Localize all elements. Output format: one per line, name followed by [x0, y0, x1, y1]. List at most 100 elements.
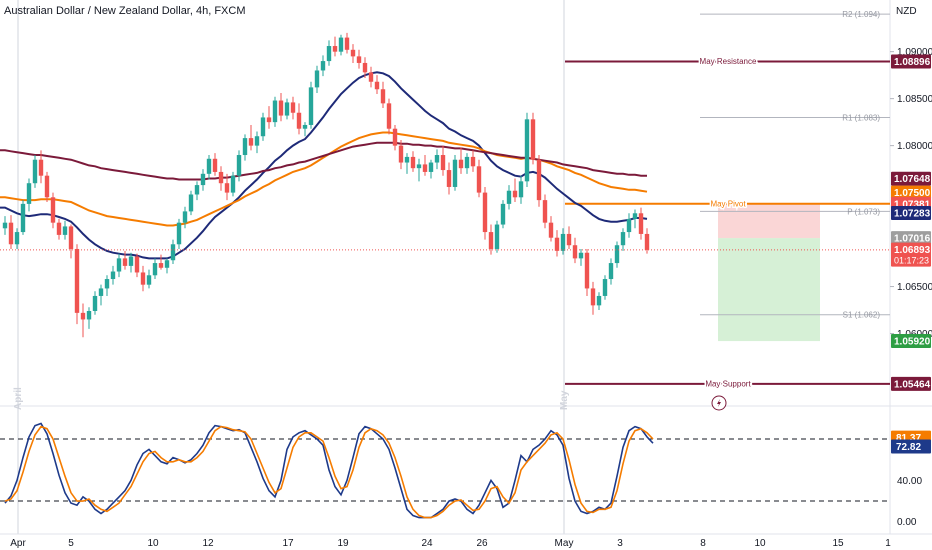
candle-body: [254, 136, 260, 146]
candle-body: [302, 124, 308, 129]
candle-body: [170, 244, 176, 261]
candle-body: [74, 248, 80, 313]
candle-body: [182, 211, 188, 223]
candle-body: [452, 159, 458, 187]
time-axis-label: 15: [832, 538, 844, 549]
candle-body: [140, 272, 146, 285]
candle-body: [590, 288, 596, 306]
level-label: R1 (1.083): [842, 113, 880, 122]
take-profit-zone[interactable]: [718, 238, 820, 342]
candle-body: [38, 159, 44, 176]
candle-body: [320, 61, 326, 71]
candle-body: [608, 263, 614, 280]
time-axis-label: 26: [476, 538, 488, 549]
candle-body: [14, 232, 20, 245]
candle-body: [614, 245, 620, 264]
candle-body: [488, 232, 494, 249]
price-pill-text: 1.05920: [894, 337, 931, 348]
candle-body: [278, 100, 284, 116]
candle-body: [404, 156, 410, 163]
time-axis-label: 19: [337, 538, 349, 549]
level-label: S1 (1.062): [843, 311, 881, 320]
candle-body: [458, 159, 464, 169]
candle-body: [224, 183, 230, 193]
time-axis-label: 17: [282, 538, 294, 549]
alert-icon[interactable]: [711, 395, 727, 411]
time-axis-label: 24: [421, 538, 433, 549]
candle-body: [392, 128, 398, 146]
candle-body: [164, 260, 170, 268]
candle-body: [596, 295, 602, 306]
oscillator-axis-label: 0.00: [897, 517, 917, 528]
time-axis-label: 10: [754, 538, 766, 549]
candle-body: [482, 192, 488, 233]
price-pill: [891, 205, 931, 220]
stochastic-line: [4, 425, 654, 519]
candle-body: [8, 222, 14, 245]
candle-body: [380, 89, 386, 104]
candle-body: [284, 102, 290, 116]
candle-body: [632, 213, 638, 219]
candle-body: [290, 102, 296, 113]
oscillator-axis-label: 40.00: [897, 476, 922, 487]
candle-body: [200, 173, 206, 186]
chart-title: Australian Dollar / New Zealand Dollar, …: [4, 5, 245, 17]
candle-body: [476, 166, 482, 193]
candle-body: [542, 200, 548, 223]
price-pill: [891, 231, 931, 246]
candle-body: [506, 190, 512, 204]
candle-body: [44, 175, 50, 198]
candle-body: [98, 288, 104, 296]
candle-body: [242, 138, 248, 156]
candle-body: [338, 37, 344, 52]
candle-body: [584, 252, 590, 289]
candle-body: [494, 224, 500, 249]
candle-body: [86, 310, 92, 320]
time-axis-label: 1: [885, 538, 891, 549]
candle-body: [470, 156, 476, 167]
candle-body: [92, 295, 98, 311]
candle-body: [110, 271, 116, 280]
level-label: May Support: [705, 379, 751, 388]
level-label: R2 (1.094): [842, 10, 880, 19]
price-axis-label: 1.06500: [897, 282, 932, 293]
candle-body: [422, 164, 428, 172]
candle-body: [158, 263, 164, 268]
session-label-may: May: [559, 390, 570, 410]
time-axis-label: Apr: [10, 538, 26, 549]
time-axis-label: May: [555, 538, 574, 549]
candle-body: [446, 170, 452, 187]
candle-body: [368, 72, 374, 82]
candle-body: [230, 175, 236, 193]
price-pill: [891, 242, 931, 267]
candle-body: [236, 155, 242, 176]
candle-body: [152, 263, 158, 276]
price-pill-text: 1.07648: [894, 174, 931, 185]
candle-body: [68, 226, 74, 249]
candle-body: [536, 159, 542, 201]
candle-body: [500, 203, 506, 225]
time-axis[interactable]: Apr 5 10 12 17 19 24 26 May 3 8 10 15 1: [0, 533, 932, 549]
candle-body: [308, 87, 314, 125]
candle-body: [2, 222, 8, 229]
time-axis-label: 5: [68, 538, 74, 549]
candle-body: [188, 194, 194, 212]
candle-body: [104, 279, 110, 289]
candle-body: [206, 158, 212, 174]
time-axis-label: 12: [202, 538, 214, 549]
candle-body: [530, 119, 536, 160]
candle-body: [554, 237, 560, 251]
candle-body: [296, 112, 302, 129]
candle-body: [416, 164, 422, 169]
price-pill-text: 1.05464: [894, 379, 931, 390]
candle-body: [176, 222, 182, 245]
candle-body: [464, 156, 470, 169]
oscillator-value-text: 72.82: [896, 442, 921, 453]
candle-body: [128, 256, 134, 266]
candle-body: [518, 181, 524, 198]
stop-loss-zone[interactable]: [718, 203, 820, 239]
price-axis-label: 1.08000: [897, 141, 932, 152]
price-pill-text: 1.07381: [894, 199, 931, 210]
candle-body: [332, 46, 338, 52]
